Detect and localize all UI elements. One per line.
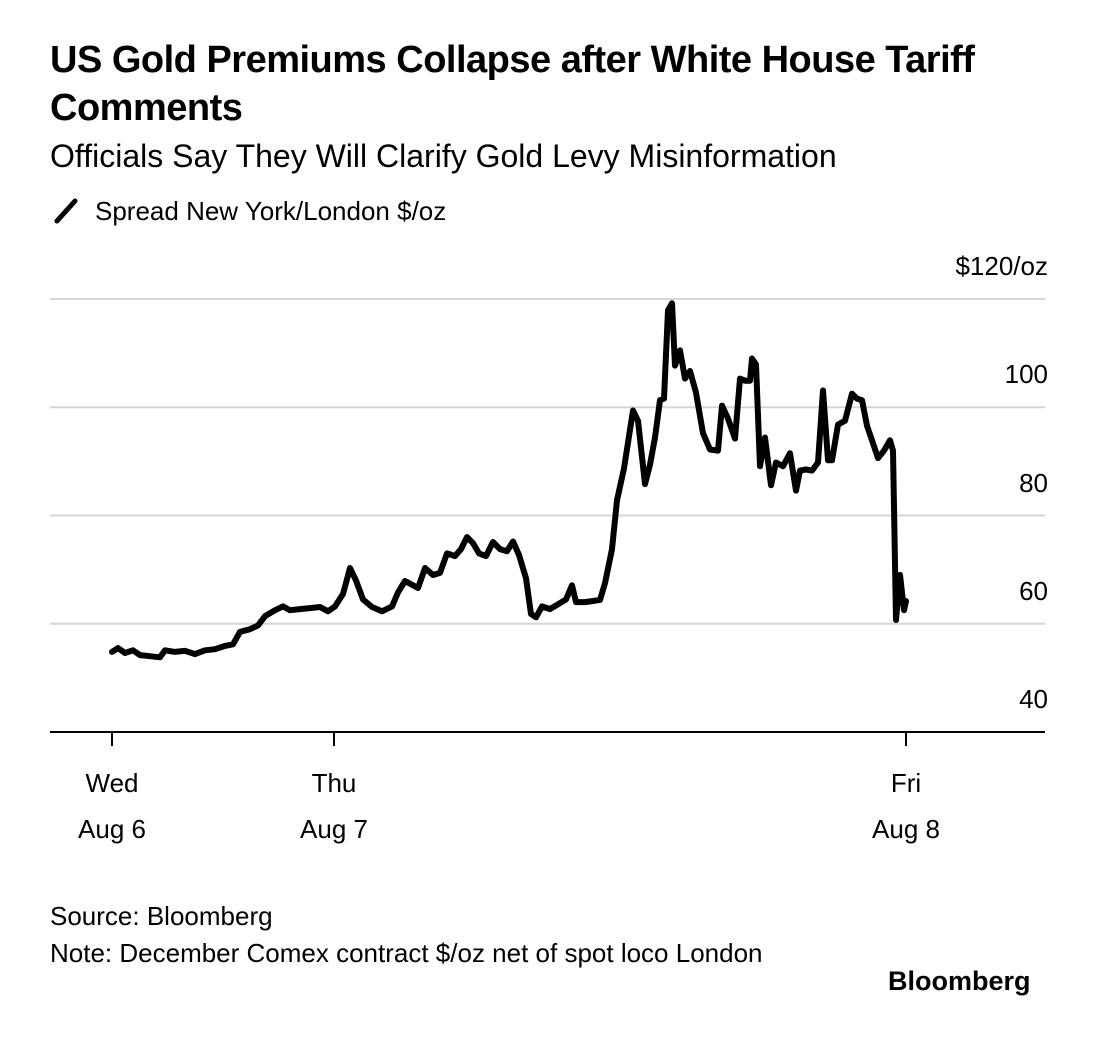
legend-swatch xyxy=(54,198,78,224)
y-tick-label: 60 xyxy=(1019,575,1048,606)
note: Note: December Comex contract $/oz net o… xyxy=(50,938,763,968)
y-tick-label: 100 xyxy=(1004,359,1048,390)
x-tick-label: Fri Aug 8 xyxy=(872,768,940,844)
source: Source: Bloomberg xyxy=(50,901,273,931)
chart-subtitle: Officials Say They Will Clarify Gold Lev… xyxy=(50,138,837,174)
brand: Bloomberg xyxy=(888,966,1031,996)
legend-label: Spread New York/London $/oz xyxy=(95,196,447,226)
x-tick-label: Thu Aug 7 xyxy=(300,768,368,844)
x-tick-label: Wed Aug 6 xyxy=(78,768,146,844)
y-tick-label: $120/oz xyxy=(955,251,1048,281)
y-tick-label: 40 xyxy=(1019,684,1048,714)
series-line xyxy=(109,300,909,661)
chart-title: US Gold Premiums Collapse after White Ho… xyxy=(50,39,975,129)
y-tick-label: 80 xyxy=(1019,467,1048,498)
